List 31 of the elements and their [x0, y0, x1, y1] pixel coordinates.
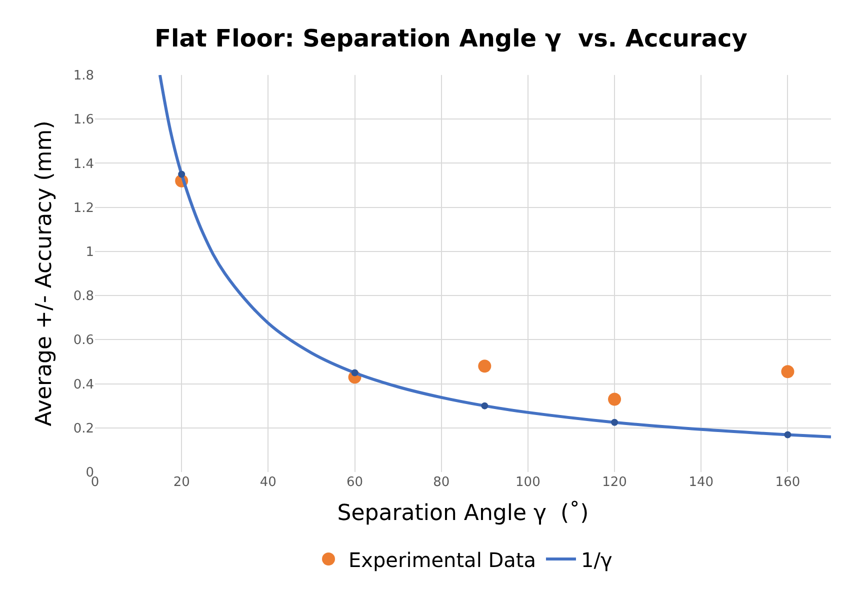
x-tick-label: 60 — [346, 475, 364, 490]
y-tick-label: 0.8 — [73, 289, 94, 304]
y-tick-label: 1.6 — [73, 112, 94, 128]
point — [478, 360, 492, 373]
y-axis-title: Average +/- Accuracy (mm) — [32, 120, 58, 426]
y-tick-label: 0.6 — [73, 333, 94, 348]
y-tick-label: 1.8 — [73, 68, 94, 84]
y-tick-label: 1 — [86, 244, 94, 260]
x-axis-title: Separation Angle γ (˚) — [337, 500, 589, 526]
point — [781, 365, 794, 378]
x-tick-label: 100 — [516, 475, 540, 490]
legend-label: Experimental Data — [348, 548, 536, 572]
y-tick-label: 0.2 — [73, 421, 94, 436]
point — [351, 369, 358, 376]
y-tick-label: 1.4 — [73, 156, 94, 172]
x-tick-label: 140 — [688, 475, 714, 490]
x-tick-label: 40 — [260, 475, 276, 490]
point — [481, 402, 488, 410]
y-tick-label: 0.4 — [73, 377, 94, 392]
point — [608, 392, 622, 406]
legend-label: 1/γ — [580, 548, 612, 572]
point — [178, 170, 186, 178]
x-tick-label: 20 — [173, 475, 190, 490]
point — [784, 431, 792, 438]
x-tick-label: 80 — [433, 475, 450, 490]
line-series — [158, 75, 831, 438]
x-tick-label: 120 — [602, 475, 627, 490]
y-tick-label: 1.2 — [73, 200, 94, 216]
chart-title: Flat Floor: Separation Angle γ vs. Accuracy — [154, 24, 748, 52]
x-tick-label: 160 — [775, 475, 800, 490]
point — [611, 418, 618, 426]
